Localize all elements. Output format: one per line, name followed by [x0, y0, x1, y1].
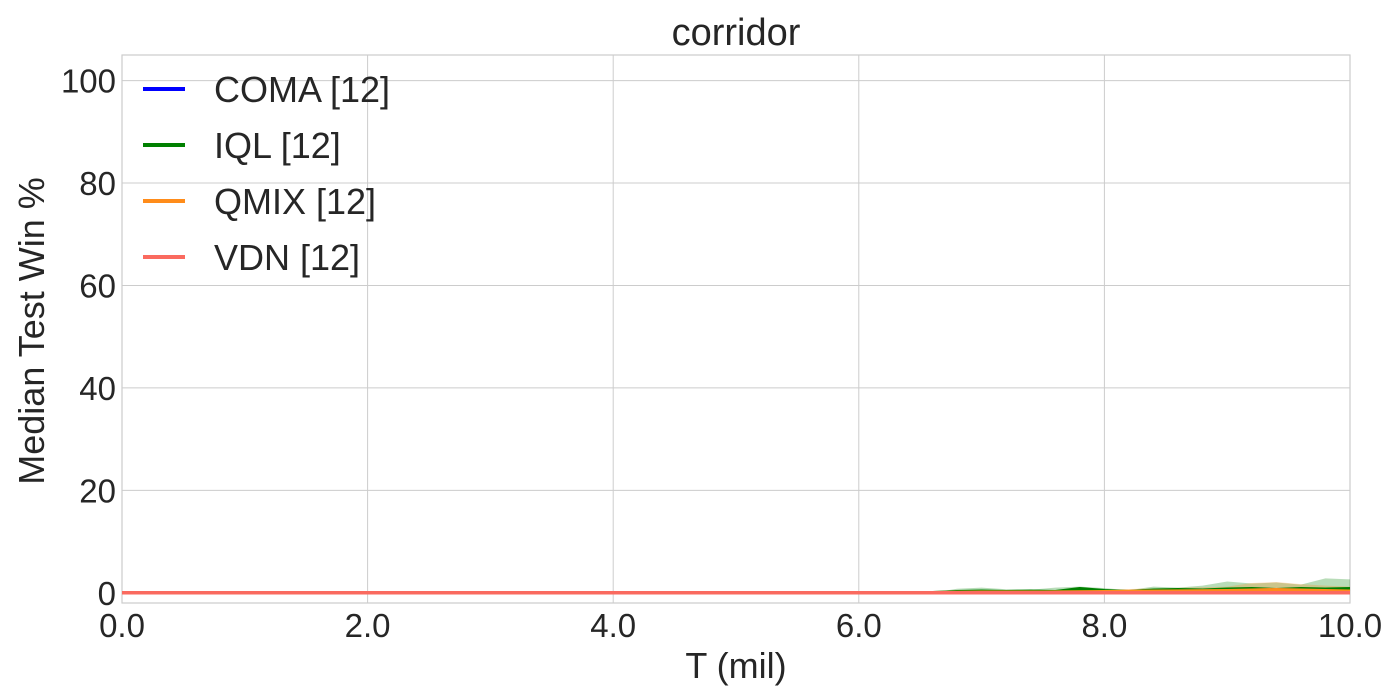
y-axis-label: Median Test Win % [11, 177, 52, 484]
x-tick-label: 8.0 [1081, 607, 1127, 644]
series-lines [122, 586, 1351, 595]
legend: COMA [12] IQL [12] QMIX [12] VDN [12] [143, 69, 390, 278]
y-tick-label: 20 [79, 472, 116, 509]
x-tick-label: 10.0 [1318, 607, 1382, 644]
legend-item: COMA [12] [143, 69, 390, 110]
legend-label: IQL [12] [214, 125, 341, 166]
plot-area-border [121, 54, 1351, 604]
legend-label: VDN [12] [214, 237, 360, 278]
chart-title: corridor [672, 12, 801, 54]
confidence-band [122, 578, 1350, 593]
x-axis-ticks: 0.0 2.0 4.0 6.0 8.0 10.0 [99, 607, 1382, 644]
legend-item: IQL [12] [143, 125, 341, 166]
x-tick-label: 2.0 [345, 607, 391, 644]
legend-label: COMA [12] [214, 69, 390, 110]
y-tick-label: 80 [79, 165, 116, 202]
legend-label: QMIX [12] [214, 181, 376, 222]
legend-item: VDN [12] [143, 237, 360, 278]
y-tick-label: 0 [98, 575, 116, 612]
y-tick-label: 60 [79, 267, 116, 304]
x-tick-label: 0.0 [99, 607, 145, 644]
x-tick-label: 6.0 [836, 607, 882, 644]
y-axis-ticks: 0 20 40 60 80 100 [61, 63, 116, 612]
y-tick-label: 100 [61, 63, 116, 100]
y-tick-label: 40 [79, 370, 116, 407]
x-tick-label: 4.0 [590, 607, 636, 644]
x-axis-label: T (mil) [685, 645, 786, 686]
legend-item: QMIX [12] [143, 181, 376, 222]
